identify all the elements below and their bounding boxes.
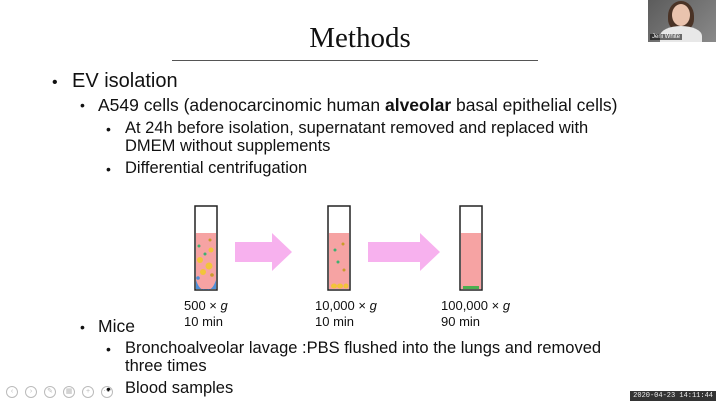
centrifugation-diagram — [194, 205, 483, 291]
bullet-mice: Mice — [98, 316, 135, 336]
webcam-name-label: Jeni White — [650, 34, 683, 40]
step-2-unit: g — [369, 298, 377, 313]
step-3-caption: 100,000 × g 90 min — [441, 298, 510, 330]
presentation-toolbar: ‹ › ✎ ▦ + ⋯ — [6, 386, 113, 400]
arrow-1 — [235, 233, 292, 271]
pen-icon[interactable]: ✎ — [44, 386, 56, 398]
a549-text-bold: alveolar — [384, 95, 452, 115]
bullet-centrifugation: Differential centrifugation — [125, 159, 308, 177]
bullet-dot: • — [106, 341, 111, 357]
bullet-dot: • — [106, 161, 111, 177]
step-2-time: 10 min — [315, 314, 355, 329]
bullet-dot: • — [52, 74, 58, 91]
bullet-lavage-line2: three times — [125, 357, 207, 375]
recording-timestamp: 2020-04-23 14:11:44 — [630, 391, 716, 401]
bullet-lavage-line1: Bronchoalveolar lavage :PBS flushed into… — [125, 339, 602, 357]
slides-grid-icon[interactable]: ▦ — [63, 386, 75, 398]
bullet-supernatant-line2: DMEM without supplements — [125, 137, 331, 155]
step-2-speed: 10,000 × — [315, 298, 370, 313]
next-slide-icon[interactable]: › — [25, 386, 37, 398]
arrow-2 — [368, 233, 440, 271]
bullet-dot: • — [106, 121, 111, 137]
more-options-icon[interactable]: ⋯ — [101, 386, 113, 398]
title-underline — [172, 60, 538, 61]
a549-text-pre: A549 cells (adenocarcinomic human — [98, 95, 385, 115]
bullet-supernatant-line1: At 24h before isolation, supernatant rem… — [125, 119, 589, 137]
step-2-caption: 10,000 × g 10 min — [315, 298, 377, 330]
bullet-a549: A549 cells (adenocarcinomic human alveol… — [98, 95, 617, 116]
zoom-icon[interactable]: + — [82, 386, 94, 398]
step-1-unit: g — [220, 298, 228, 313]
slide-title: Methods — [309, 22, 411, 54]
step-1-time: 10 min — [184, 314, 224, 329]
webcam-thumbnail[interactable]: Jeni White — [648, 0, 716, 42]
tube-2 — [327, 205, 351, 291]
step-3-time: 90 min — [441, 314, 481, 329]
step-3-speed: 100,000 × — [441, 298, 503, 313]
a549-text-post: basal epithelial cells) — [451, 95, 618, 115]
bullet-dot: • — [80, 319, 85, 335]
bullet-blood: Blood samples — [125, 379, 234, 397]
tube-3 — [459, 205, 483, 291]
tube-1 — [194, 205, 218, 291]
step-1-caption: 500 × g 10 min — [184, 298, 228, 330]
bullet-ev-isolation: EV isolation — [72, 70, 178, 92]
previous-slide-icon[interactable]: ‹ — [6, 386, 18, 398]
bullet-dot: • — [80, 97, 85, 113]
step-3-unit: g — [502, 298, 511, 313]
presenter-face — [672, 4, 690, 26]
step-1-speed: 500 × — [184, 298, 221, 313]
